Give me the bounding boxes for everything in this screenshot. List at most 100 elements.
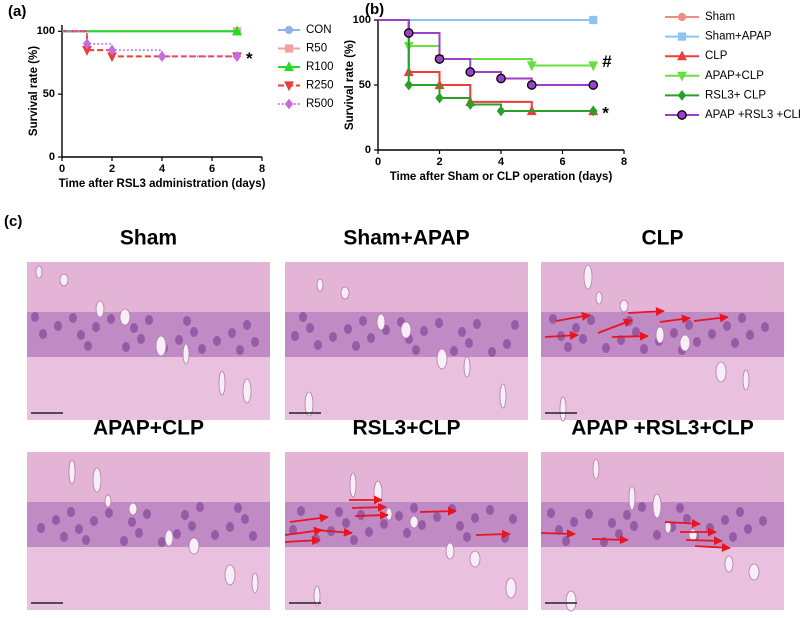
cell <box>653 530 661 540</box>
cell <box>744 524 752 534</box>
cell <box>198 344 206 354</box>
cell <box>241 514 249 524</box>
cell <box>120 536 128 546</box>
cell <box>572 323 580 333</box>
cell <box>135 528 143 538</box>
marker <box>284 44 294 53</box>
vessel <box>251 572 259 594</box>
vessel <box>340 286 350 300</box>
cell <box>509 514 517 524</box>
cell <box>450 346 458 356</box>
cell <box>105 508 113 518</box>
vessel <box>592 458 600 480</box>
cell <box>585 509 593 519</box>
cell <box>738 313 746 323</box>
cell <box>37 523 45 533</box>
cell <box>143 509 151 519</box>
cell <box>670 328 678 338</box>
arrow <box>694 543 731 553</box>
cell <box>420 326 428 336</box>
vessel <box>595 291 603 305</box>
cell <box>547 508 555 518</box>
cell <box>128 517 136 527</box>
vessel <box>436 348 448 370</box>
vessel <box>619 299 629 313</box>
panel-label: (c) <box>4 213 22 230</box>
cell <box>335 507 343 517</box>
marker <box>403 28 414 38</box>
vessel <box>35 265 43 279</box>
vessel <box>679 334 691 352</box>
cell <box>564 342 572 352</box>
x-tick-label: 6 <box>559 156 565 168</box>
cell <box>359 316 367 326</box>
image-title: RSL3+CLP <box>353 417 461 440</box>
panel-label: (b) <box>365 1 384 18</box>
arrow <box>627 306 665 316</box>
vessel <box>104 494 112 508</box>
cell <box>683 514 691 524</box>
cell <box>458 327 466 337</box>
x-tick-label: 6 <box>209 163 215 175</box>
cell <box>615 529 623 539</box>
marker <box>284 25 294 35</box>
image-title: Sham+APAP <box>343 227 469 250</box>
panel-label: (a) <box>8 3 26 20</box>
image-title: CLP <box>642 227 684 250</box>
cell <box>412 345 420 355</box>
vessel <box>349 472 357 498</box>
micrograph-lower <box>285 357 528 420</box>
vessel <box>400 321 412 339</box>
cell <box>465 338 473 348</box>
y-tick-label: 100 <box>37 25 55 37</box>
cell <box>39 329 47 339</box>
y-tick-label: 100 <box>353 14 371 26</box>
cell <box>312 534 320 544</box>
cell <box>555 525 563 535</box>
arrow <box>555 311 591 322</box>
cell <box>473 319 481 329</box>
cell <box>486 505 494 515</box>
cell <box>329 332 337 342</box>
marker <box>589 15 598 25</box>
cell <box>291 331 299 341</box>
cell <box>736 507 744 517</box>
marker <box>588 80 599 90</box>
image-title: APAP +RSL3+CLP <box>571 417 753 440</box>
vessel <box>188 537 200 555</box>
image-title: APAP+CLP <box>93 417 204 440</box>
vessel <box>715 361 727 383</box>
marker <box>284 81 294 92</box>
vessel <box>68 459 76 485</box>
cell <box>723 321 731 331</box>
marker <box>435 92 444 104</box>
vessel <box>224 564 236 586</box>
legend-label: CON <box>306 24 332 36</box>
cell <box>122 342 130 352</box>
cell <box>82 535 90 545</box>
x-tick-label: 4 <box>498 156 505 168</box>
vessel <box>128 502 138 516</box>
x-tick-label: 2 <box>109 163 115 175</box>
vessel <box>409 515 419 529</box>
arrow <box>284 526 323 536</box>
arrow <box>693 313 729 323</box>
cell <box>158 537 166 547</box>
cell <box>562 536 570 546</box>
arrow <box>685 536 723 546</box>
cell <box>367 333 375 343</box>
cell <box>503 339 511 349</box>
cell <box>67 507 75 517</box>
cell <box>137 334 145 344</box>
cell <box>289 525 297 535</box>
vessel <box>92 467 102 493</box>
cell <box>31 312 39 322</box>
cell <box>746 330 754 340</box>
cell <box>314 340 322 350</box>
vessel <box>182 343 190 365</box>
marker <box>434 54 445 64</box>
cell <box>236 345 244 355</box>
cell <box>549 314 557 324</box>
marker <box>232 51 242 62</box>
